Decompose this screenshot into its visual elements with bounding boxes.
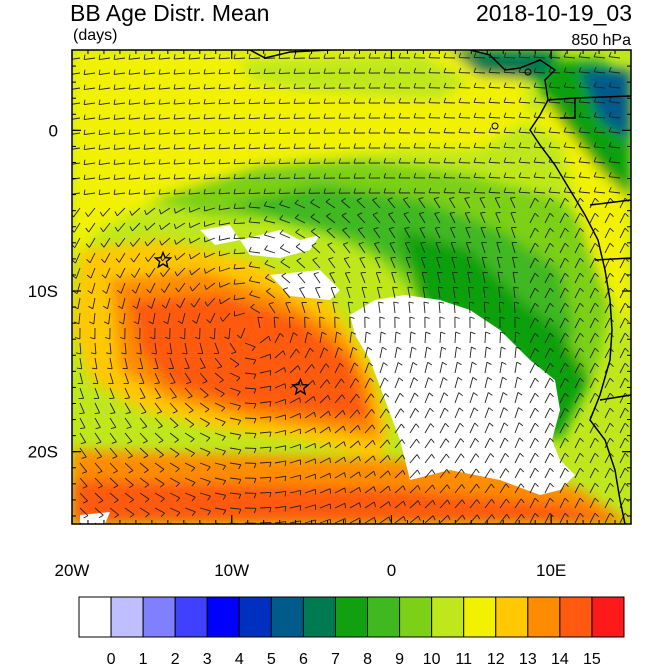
- colorbar-swatch: [527, 596, 561, 638]
- colorbar-swatch: [591, 596, 625, 638]
- colorbar-label: 13: [519, 651, 537, 667]
- colorbar-label: 4: [235, 651, 244, 667]
- colorbar-label: 1: [139, 651, 148, 667]
- colorbar-label: 12: [487, 651, 505, 667]
- colorbar-swatch: [495, 596, 529, 638]
- colorbar: 0 1 2 3 4 5 6 7 8 9 10 11 12 13 14 15: [78, 596, 625, 667]
- map-frame: [71, 49, 632, 525]
- y-tick-label: 20S: [28, 443, 58, 462]
- map-title: BB Age Distr. Mean: [70, 0, 270, 26]
- x-axis: 20W 10W 0 10E: [55, 50, 566, 580]
- colorbar-label: 6: [299, 651, 308, 667]
- colorbar-label: 2: [171, 651, 180, 667]
- colorbar-label: 10: [423, 651, 441, 667]
- colorbar-swatch: [367, 596, 401, 638]
- colorbar-label: 3: [203, 651, 212, 667]
- age-field: [72, 50, 631, 524]
- y-tick-label: 0: [49, 121, 58, 140]
- colorbar-swatch: [270, 596, 304, 638]
- x-tick-label: 10E: [536, 561, 566, 580]
- colorbar-swatch: [142, 596, 176, 638]
- colorbar-label: 8: [363, 651, 372, 667]
- star-marker: [153, 250, 173, 269]
- colorbar-label: 0: [107, 651, 116, 667]
- colorbar-swatch: [302, 596, 336, 638]
- colorbar-swatch: [238, 596, 272, 638]
- source-markers: [153, 250, 310, 396]
- pressure-level-label: 850 hPa: [571, 32, 631, 49]
- colorbar-swatch: [78, 596, 112, 638]
- colorbar-label: 9: [395, 651, 404, 667]
- colorbar-label: 11: [455, 651, 472, 667]
- colorbar-swatch: [399, 596, 433, 638]
- colorbar-label: 5: [267, 651, 276, 667]
- datetime-label: 2018-10-19_03: [475, 0, 632, 26]
- colorbar-swatch: [174, 596, 208, 638]
- colorbar-swatch: [206, 596, 240, 638]
- x-tick-label: 20W: [55, 561, 90, 580]
- colorbar-swatch: [559, 596, 593, 638]
- wind-barbs: [72, 51, 629, 524]
- coastline: [249, 50, 631, 524]
- y-tick-label: 10S: [28, 282, 58, 301]
- x-tick-label: 0: [387, 561, 396, 580]
- star-marker: [290, 377, 310, 396]
- colorbar-label: 15: [583, 651, 601, 667]
- colorbar-swatch: [110, 596, 144, 638]
- colorbar-swatch: [334, 596, 369, 638]
- colorbar-swatch: [463, 596, 497, 638]
- y-axis: 0 10S 20S: [28, 121, 631, 462]
- colorbar-label: 7: [331, 651, 340, 667]
- colorbar-swatch: [431, 596, 465, 638]
- x-tick-label: 10W: [214, 561, 249, 580]
- units-label: (days): [73, 27, 118, 44]
- colorbar-label: 14: [551, 651, 569, 667]
